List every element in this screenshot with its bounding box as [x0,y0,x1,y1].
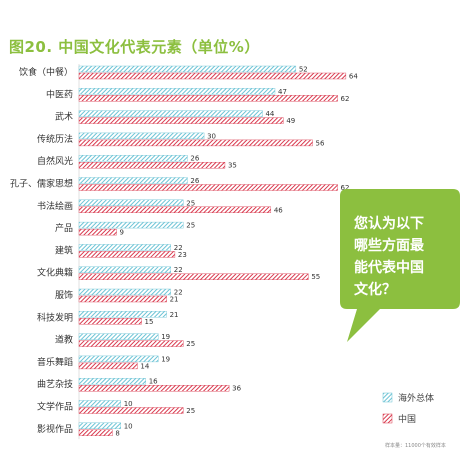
bar-china [78,72,347,80]
value-label-overseas: 22 [174,289,183,297]
bar-china [78,117,284,124]
category-label: 影视作品 [37,423,73,435]
bar-overseas [78,199,184,207]
value-label-china: 49 [286,117,295,125]
value-label-china: 21 [170,296,179,304]
bar-overseas [78,266,171,273]
bar-overseas [78,422,121,429]
bar-china [78,429,113,436]
value-label-overseas: 16 [149,378,158,386]
legend-label-china: 中国 [398,413,416,425]
category-label: 书法绘画 [37,200,73,212]
bar-overseas [78,88,276,95]
bar-china [78,407,184,414]
category-label: 道教 [55,334,73,346]
bar-overseas [78,311,167,318]
bar-overseas [78,378,146,385]
category-label: 饮食（中餐） [19,66,73,78]
bar-overseas [78,400,121,407]
bar-china [78,184,338,191]
bar-overseas [78,65,297,73]
bar-overseas [78,110,263,117]
callout-line-4: 文化？ [354,281,396,298]
category-label: 文化典籍 [37,267,73,279]
value-label-china: 25 [186,407,195,415]
value-label-china: 62 [341,95,350,103]
category-label: 孔子、儒家思想 [10,178,73,190]
category-label: 中医药 [46,88,73,100]
value-label-overseas: 22 [174,266,183,274]
bar-overseas [78,288,171,296]
value-label-china: 36 [232,385,241,393]
value-label-china: 14 [140,362,149,370]
value-label-overseas: 26 [190,177,199,185]
value-label-overseas: 26 [190,155,199,163]
category-label: 文学作品 [37,401,73,413]
bar-china [78,161,226,169]
value-label-china: 9 [120,229,124,237]
bar-china [78,362,138,370]
value-label-overseas: 47 [278,88,287,96]
value-label-china: 56 [316,139,325,147]
bar-china [78,228,117,236]
category-label: 产品 [55,222,73,234]
value-label-overseas: 10 [124,400,133,408]
bar-overseas [78,177,188,184]
value-label-china: 62 [341,184,350,192]
category-label: 曲艺杂技 [37,378,73,390]
category-label: 建筑 [55,244,73,256]
bar-overseas [78,154,188,162]
legend-swatch-china [382,413,393,424]
category-label: 自然风光 [37,155,73,167]
value-label-overseas: 30 [207,132,216,140]
value-label-overseas: 21 [170,311,179,319]
category-label: 科技发明 [37,311,73,323]
bar-china [78,139,313,147]
legend-label-overseas: 海外总体 [398,392,434,404]
bar-overseas [78,333,159,340]
value-label-china: 64 [349,73,358,81]
value-label-china: 46 [274,206,283,214]
legend-swatch-overseas [382,392,393,403]
bar-overseas [78,244,171,251]
callout-line-2: 哪些方面最 [354,237,425,254]
bar-china [78,251,176,258]
chart-legend: 海外总体 中国 [382,392,434,425]
bar-overseas [78,132,205,140]
question-callout: 您认为以下 哪些方面最 能代表中国 文化？ [340,189,460,342]
value-label-china: 23 [178,251,187,259]
value-label-china: 55 [311,273,320,281]
value-label-overseas: 19 [161,333,170,341]
bar-overseas [78,355,159,363]
value-label-overseas: 52 [299,66,308,74]
value-label-overseas: 19 [161,355,170,363]
category-label: 武术 [55,111,73,123]
value-label-china: 8 [115,429,119,437]
bar-china [78,206,272,214]
bar-china [78,340,184,347]
category-label: 音乐舞蹈 [37,356,73,368]
category-label: 传统历法 [37,133,73,145]
value-label-china: 35 [228,162,237,170]
value-label-china: 15 [145,318,154,326]
value-label-china: 25 [186,340,195,348]
bar-china [78,385,230,392]
bar-overseas [78,221,184,229]
value-label-overseas: 44 [265,110,274,118]
bar-china [78,318,142,325]
bar-china [78,273,309,280]
value-label-overseas: 25 [186,199,195,207]
value-label-overseas: 25 [186,222,195,230]
chart-title: 图20. 中国文化代表元素（单位%） [9,38,260,56]
value-label-overseas: 22 [174,244,183,252]
category-label: 服饰 [55,289,73,301]
sample-footnote: 样本量：11000个有效样本 [385,442,446,449]
bar-china [78,95,338,102]
callout-line-1: 您认为以下 [354,215,424,232]
bar-china [78,295,167,303]
value-label-overseas: 10 [124,422,133,430]
callout-line-3: 能代表中国 [354,259,424,276]
